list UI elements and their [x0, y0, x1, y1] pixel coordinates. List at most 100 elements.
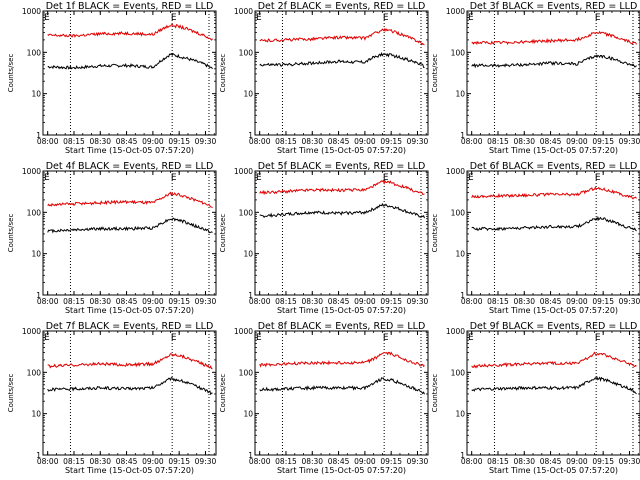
marker-e-label: E — [171, 173, 177, 183]
marker-e-label: E — [383, 173, 389, 183]
plot-frame — [42, 10, 217, 136]
y-tick-label: 100 — [239, 368, 254, 377]
x-tick-label: 09:15 — [168, 137, 190, 146]
x-axis-label: Start Time (15-Oct-05 07:57:20) — [277, 306, 406, 315]
events-series-line — [259, 202, 425, 219]
y-tick-label: 10 — [31, 250, 41, 259]
y-tick-label: 10 — [31, 410, 41, 419]
marker-e-label: E — [256, 13, 262, 23]
x-tick-label: 08:45 — [328, 137, 350, 146]
plot-frame — [254, 10, 429, 136]
x-tick-label: 09:30 — [195, 137, 217, 146]
detector-panel: Det 1f BLACK = Events, RED = LLD Counts/s… — [7, 1, 217, 155]
detector-panel: Det 4f BLACK = Events, RED = LLD Counts/s… — [7, 161, 217, 315]
lld-series-line — [471, 30, 637, 46]
events-series-line — [471, 375, 637, 395]
x-tick-label: 09:30 — [195, 297, 217, 306]
lld-series-line — [471, 351, 637, 369]
y-axis-label: Counts/sec — [7, 54, 15, 93]
y-tick-label: 1 — [248, 291, 253, 300]
x-tick-label: 08:45 — [328, 297, 350, 306]
y-tick-label: 1000 — [22, 327, 41, 336]
marker-e-label: E — [595, 173, 601, 183]
marker-e-label: E — [468, 173, 474, 183]
x-tick-label: 09:30 — [407, 297, 429, 306]
lld-series-line — [259, 179, 425, 196]
y-tick-label: 1000 — [446, 7, 465, 16]
plot-frame — [254, 330, 429, 456]
x-tick-label: 08:30 — [513, 297, 535, 306]
y-tick-label: 1000 — [22, 7, 41, 16]
plot-frame — [42, 170, 217, 296]
x-tick-label: 08:15 — [487, 297, 509, 306]
y-tick-label: 1 — [36, 131, 41, 140]
x-axis-label: Start Time (15-Oct-05 07:57:20) — [65, 146, 194, 155]
y-axis-label: Counts/sec — [431, 374, 439, 413]
panel-title: Det 5f BLACK = Events, RED = LLD — [258, 161, 426, 172]
x-tick-label: 08:30 — [513, 137, 535, 146]
x-tick-label: 09:00 — [566, 137, 588, 146]
x-tick-label: 08:45 — [540, 457, 562, 466]
x-tick-label: 08:00 — [461, 457, 483, 466]
x-tick-label: 09:15 — [592, 457, 614, 466]
x-tick-label: 09:15 — [380, 297, 402, 306]
x-tick-label: 08:45 — [328, 457, 350, 466]
x-tick-label: 08:45 — [116, 297, 138, 306]
marker-e-label: E — [171, 13, 177, 23]
detector-panel: Det 6f BLACK = Events, RED = LLD Counts/s… — [431, 161, 640, 315]
x-axis-label: Start Time (15-Oct-05 07:57:20) — [277, 466, 406, 475]
marker-e-label: E — [171, 333, 177, 343]
x-tick-label: 09:30 — [407, 457, 429, 466]
x-tick-label: 08:00 — [461, 297, 483, 306]
marker-e-label: E — [383, 13, 389, 23]
x-tick-label: 08:45 — [540, 137, 562, 146]
y-tick-label: 1000 — [234, 327, 253, 336]
x-tick-label: 08:15 — [63, 297, 85, 306]
x-tick-label: 08:15 — [487, 137, 509, 146]
marker-e-label: E — [256, 173, 262, 183]
x-tick-label: 09:30 — [195, 457, 217, 466]
y-tick-label: 1 — [248, 131, 253, 140]
x-tick-label: 08:30 — [301, 297, 323, 306]
x-tick-label: 08:00 — [249, 457, 271, 466]
x-tick-label: 08:45 — [540, 297, 562, 306]
events-series-line — [47, 52, 213, 70]
y-tick-label: 10 — [455, 250, 465, 259]
detector-panel: Det 3f BLACK = Events, RED = LLD Counts/s… — [431, 1, 640, 155]
y-axis-label: Counts/sec — [219, 214, 227, 253]
x-tick-label: 09:15 — [380, 137, 402, 146]
detector-panel: Det 2f BLACK = Events, RED = LLD Counts/s… — [219, 1, 429, 155]
y-tick-label: 10 — [455, 410, 465, 419]
x-tick-label: 09:00 — [354, 137, 376, 146]
events-series-line — [471, 54, 637, 69]
y-tick-label: 10 — [455, 90, 465, 99]
marker-e-label: E — [383, 333, 389, 343]
plot-frame — [466, 10, 640, 136]
x-tick-label: 08:00 — [37, 297, 59, 306]
x-tick-label: 08:00 — [249, 297, 271, 306]
x-tick-label: 09:15 — [592, 137, 614, 146]
lld-series-line — [471, 186, 637, 200]
x-tick-label: 08:30 — [89, 457, 111, 466]
y-tick-label: 100 — [239, 208, 254, 217]
y-axis-label: Counts/sec — [7, 214, 15, 253]
y-tick-label: 100 — [451, 208, 466, 217]
plot-frame — [42, 330, 217, 456]
x-tick-label: 09:00 — [142, 297, 164, 306]
detector-panel: Det 5f BLACK = Events, RED = LLD Counts/s… — [219, 161, 429, 315]
x-tick-label: 08:15 — [63, 457, 85, 466]
y-tick-label: 100 — [239, 48, 254, 57]
x-tick-label: 09:00 — [142, 137, 164, 146]
x-axis-label: Start Time (15-Oct-05 07:57:20) — [65, 466, 194, 475]
marker-e-label: E — [256, 333, 262, 343]
x-tick-label: 08:00 — [249, 137, 271, 146]
events-series-line — [259, 51, 425, 68]
x-tick-label: 08:15 — [63, 137, 85, 146]
x-tick-label: 09:00 — [142, 457, 164, 466]
panel-title: Det 8f BLACK = Events, RED = LLD — [258, 321, 426, 332]
y-axis-label: Counts/sec — [7, 374, 15, 413]
lld-series-line — [259, 27, 425, 46]
x-tick-label: 09:30 — [407, 137, 429, 146]
x-tick-label: 08:00 — [37, 137, 59, 146]
